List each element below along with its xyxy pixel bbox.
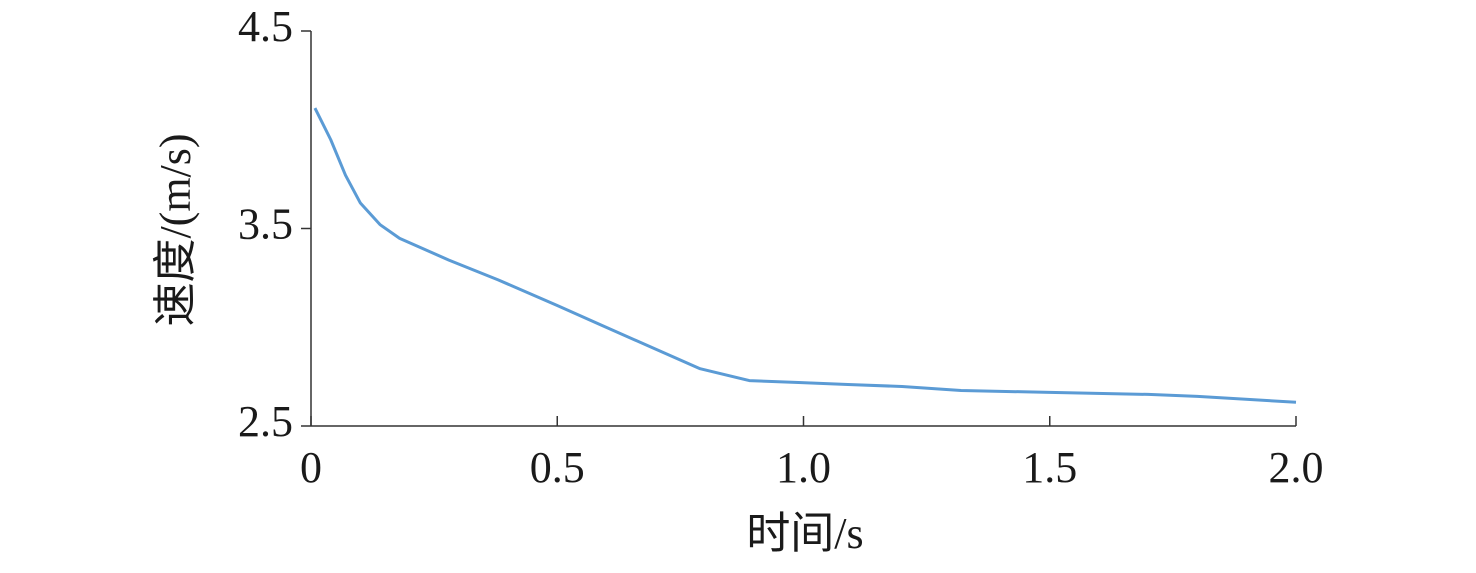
x-axis-label: 时间/s	[746, 509, 863, 558]
line	[313, 107, 1297, 404]
x-tick-label: 2.0	[1269, 443, 1324, 492]
y-axis-label: 速度/(m/s)	[151, 133, 200, 326]
x-tick-label: 0	[300, 443, 322, 492]
x-tick-label: 1.5	[1022, 443, 1077, 492]
y-tick-label: 3.5	[238, 200, 293, 249]
x-tick-label: 1.0	[776, 443, 831, 492]
y-tick-label: 2.5	[238, 397, 293, 446]
y-tick-label: 4.5	[238, 2, 293, 51]
x-tick-label: 0.5	[530, 443, 585, 492]
